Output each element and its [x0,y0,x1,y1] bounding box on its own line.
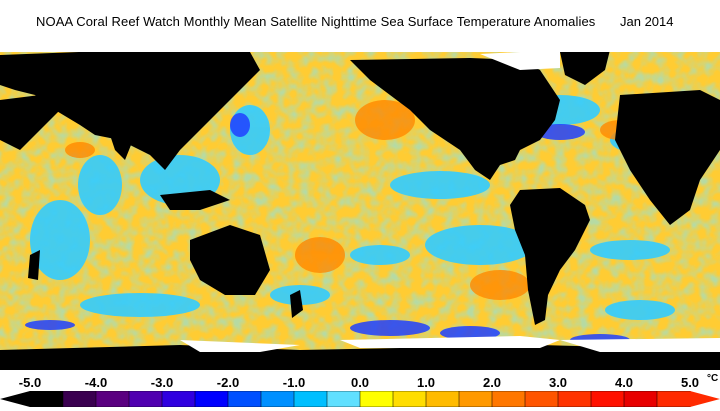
legend-unit: °C [707,373,719,384]
legend-swatch [458,391,493,407]
legend-swatch [194,391,229,407]
legend-tick: -2.0 [216,375,240,390]
sea-ice [0,40,720,352]
legend-arrow-high [690,391,720,407]
legend-swatch [425,391,460,407]
legend-color-bar [0,391,720,407]
legend-tick: -5.0 [18,375,42,390]
legend-swatch [557,391,592,407]
legend-tick: -4.0 [84,375,108,390]
legend-tick: -1.0 [282,375,306,390]
antarctica [0,345,720,370]
greenland [560,50,610,85]
north-america [350,58,560,180]
title-bar: NOAA Coral Reef Watch Monthly Mean Satel… [0,0,720,40]
legend-swatch [623,391,658,407]
legend-tick: 5.0 [680,375,700,390]
legend-swatch [227,391,262,407]
legend-swatch [524,391,559,407]
legend-swatch [161,391,196,407]
land [0,50,720,370]
legend-swatch [260,391,295,407]
legend-tick: 0.0 [350,375,370,390]
legend-swatch [656,391,691,407]
legend-swatch [392,391,427,407]
legend-swatch [590,391,625,407]
legend-swatch [62,391,97,407]
south-america [510,188,590,325]
legend-swatch [95,391,130,407]
legend-tick: 3.0 [548,375,568,390]
legend-tick: 2.0 [482,375,502,390]
madagascar [28,250,40,280]
color-legend: -5.0 -4.0 -3.0 -2.0 -1.0 0.0 1.0 2.0 3.0… [0,370,720,411]
indonesia [160,190,230,210]
warm-anomaly-patches [65,100,640,300]
legend-arrow-low [0,391,30,407]
map-title: NOAA Coral Reef Watch Monthly Mean Satel… [36,14,596,29]
legend-tick: -3.0 [150,375,174,390]
legend-tick: 1.0 [416,375,436,390]
legend-swatch [359,391,394,407]
sst-anomaly-map [0,40,720,370]
legend-swatch [29,391,64,407]
legend-swatch [128,391,163,407]
legend-tick: 4.0 [614,375,634,390]
australia [190,225,270,295]
legend-swatch [491,391,526,407]
india [110,135,135,160]
africa [0,95,60,150]
legend-swatch [326,391,361,407]
new-zealand [290,290,303,318]
africa-east [615,90,720,225]
eurasia [0,50,260,170]
map-date: Jan 2014 [620,14,674,29]
legend-swatch [293,391,328,407]
